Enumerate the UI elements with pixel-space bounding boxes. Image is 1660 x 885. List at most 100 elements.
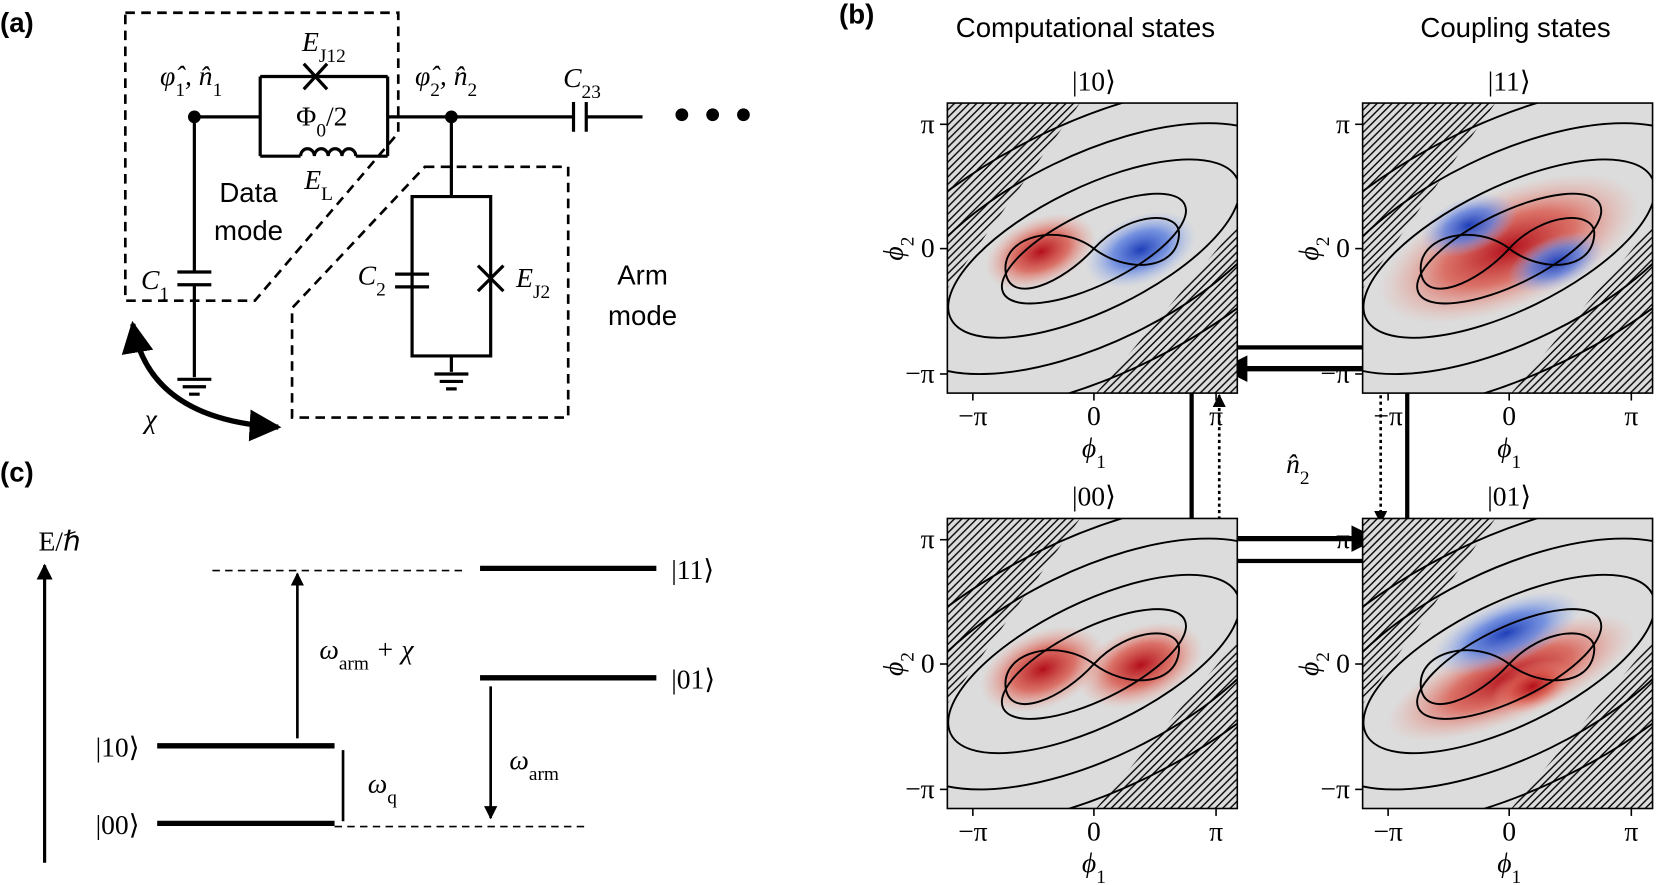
- chi-arrow: [121, 320, 282, 442]
- label-part: E: [515, 262, 533, 293]
- label-sub: 23: [582, 82, 601, 103]
- hatched-region: [1362, 518, 1496, 705]
- gap-label-part: ω: [319, 634, 338, 665]
- label: C23: [563, 62, 601, 103]
- x-tick-label: −π: [1373, 815, 1403, 846]
- strong-coupling: [1223, 369, 1375, 539]
- weak-coupling: [1219, 395, 1380, 522]
- y-tick-label: 0: [921, 232, 935, 263]
- x-axis-label: ϕ1: [1497, 432, 1521, 473]
- level-label: |11⟩: [671, 554, 714, 585]
- x-axis-label: ϕ1: [1082, 432, 1106, 473]
- inductor: [298, 147, 358, 157]
- label-sub: 2: [376, 279, 386, 300]
- hatched-region: [947, 103, 1081, 289]
- x-tick-label: π: [1624, 400, 1638, 431]
- mode-label: Arm: [617, 260, 668, 291]
- x-tick-label: −π: [958, 400, 988, 431]
- plot-area: [1362, 103, 1653, 394]
- contour: [947, 122, 1238, 376]
- gap-label-part: ω: [368, 768, 387, 799]
- label: EJ2: [515, 262, 550, 303]
- operator-label: n̂2: [1286, 448, 1309, 489]
- mode-label: mode: [214, 215, 283, 246]
- label: φ̂1, n̂1: [160, 60, 222, 101]
- contour: [1362, 122, 1653, 376]
- mode-label: mode: [608, 300, 677, 331]
- hatched-region: [1096, 225, 1238, 394]
- label-part: Φ: [296, 100, 316, 131]
- x-axis-label: ϕ1: [1497, 847, 1521, 885]
- column-title: Computational states: [956, 12, 1215, 43]
- state-label: |00⟩: [1072, 481, 1116, 512]
- label-part: C: [358, 260, 377, 291]
- label-part: , n̂: [440, 60, 468, 91]
- label-sub: 2: [468, 79, 478, 100]
- x-axis-label-part: ϕ: [1082, 432, 1096, 463]
- hatched-region: [1511, 225, 1653, 394]
- x-tick-label: −π: [1373, 400, 1403, 431]
- y-tick-label: π: [921, 108, 935, 139]
- hatched-region: [1362, 103, 1496, 289]
- wire: [194, 74, 643, 158]
- label-sub: J2: [533, 281, 550, 302]
- panel-label: (a): [0, 7, 34, 38]
- x-axis-label-sub: 1: [1511, 451, 1521, 472]
- contour: [1362, 103, 1653, 394]
- label-sub: J12: [319, 45, 346, 66]
- operator-label-sub: 2: [1300, 467, 1310, 488]
- label-sub: 1: [175, 79, 185, 100]
- panel-label: (b): [839, 0, 874, 29]
- contour: [1000, 192, 1187, 305]
- plot-area: [947, 518, 1238, 809]
- energy-levels: [36, 565, 657, 863]
- ellipsis-dot: [737, 108, 750, 122]
- level-label: |00⟩: [96, 809, 140, 840]
- x-tick-label: 0: [1087, 400, 1101, 431]
- data-mode-box: [123, 11, 400, 302]
- state-label: |10⟩: [1072, 65, 1116, 96]
- contour: [947, 518, 1238, 809]
- y-axis-label-sub: 2: [1313, 652, 1334, 662]
- x-axis-label: ϕ1: [1082, 847, 1106, 885]
- reference-line: [212, 569, 590, 828]
- ellipsis-dot: [675, 108, 689, 122]
- label-sub: 0: [316, 120, 326, 141]
- x-axis-label-part: ϕ: [1497, 847, 1511, 878]
- gap-label-sub: q: [387, 787, 397, 808]
- plot-area: [947, 103, 1238, 394]
- label: C1: [141, 264, 169, 305]
- gap-label-part: ω: [509, 744, 528, 775]
- plot-area: [1362, 518, 1653, 809]
- contour: [1362, 518, 1653, 809]
- density-lobe: [1492, 659, 1573, 714]
- arm-branch: [395, 116, 493, 391]
- gap-label: ωarm: [509, 744, 559, 785]
- x-axis-label-sub: 1: [1096, 451, 1106, 472]
- density-lobe: [1085, 211, 1197, 289]
- label: φ̂2, n̂2: [415, 60, 477, 101]
- y-tick-label: −π: [905, 357, 935, 388]
- x-axis-label-part: ϕ: [1082, 847, 1096, 878]
- y-tick-label: π: [921, 523, 935, 554]
- label-part: /2: [326, 100, 347, 131]
- y-tick-label: 0: [1336, 648, 1350, 679]
- label: Φ0/2: [296, 100, 347, 141]
- junction: [476, 264, 505, 293]
- x-tick-label: −π: [958, 815, 988, 846]
- contour: [947, 103, 1238, 394]
- label-part: C: [563, 62, 582, 93]
- gap-label-sub: arm: [339, 653, 369, 674]
- label-part: E: [303, 164, 321, 195]
- gap-arrow: [297, 574, 490, 822]
- y-tick-label: −π: [905, 773, 935, 804]
- state-label: |11⟩: [1488, 65, 1531, 96]
- contour: [1416, 192, 1603, 305]
- y-tick-label: −π: [1320, 357, 1350, 388]
- x-axis-label-sub: 1: [1096, 867, 1106, 885]
